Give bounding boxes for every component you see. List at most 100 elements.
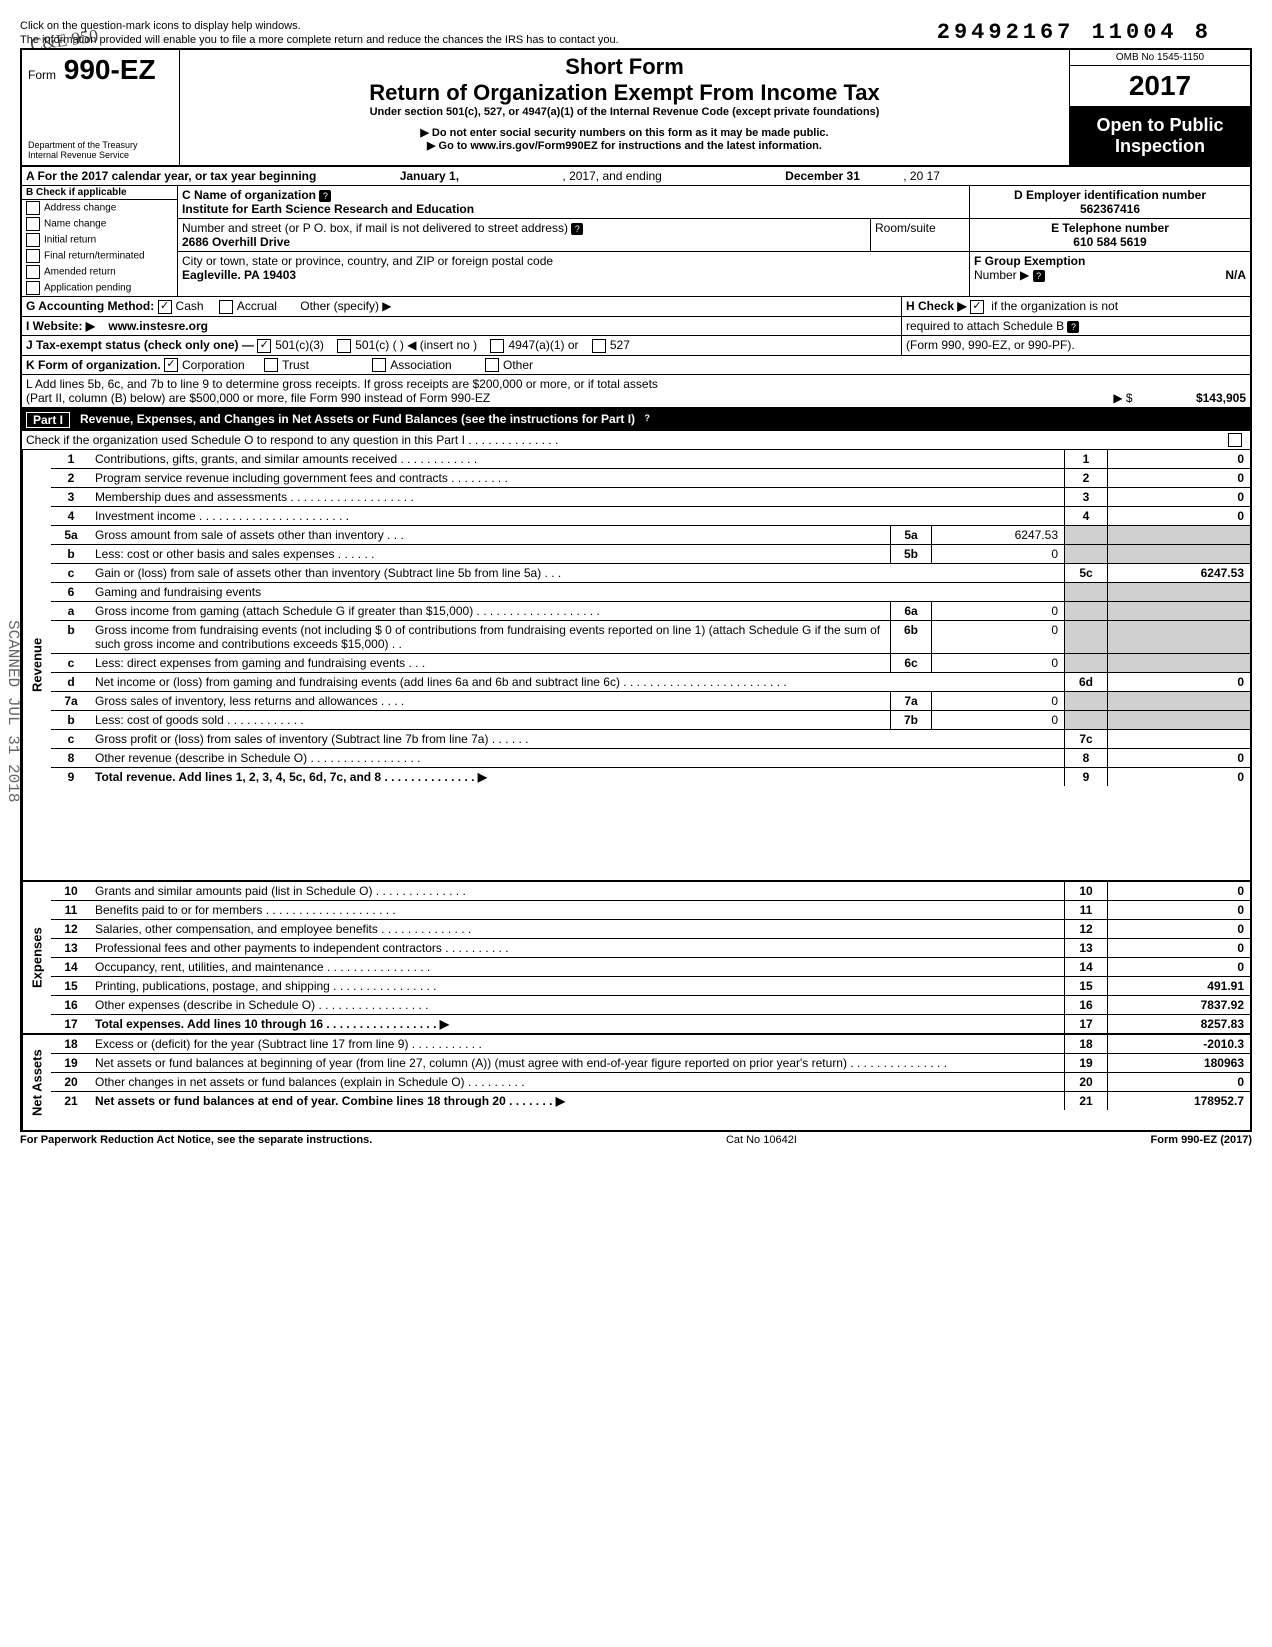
line-number: 11	[51, 901, 91, 919]
line-description: Net income or (loss) from gaming and fun…	[91, 673, 1064, 691]
box-value: 178952.7	[1107, 1092, 1250, 1110]
box-number: 14	[1064, 958, 1107, 976]
box-value: -2010.3	[1107, 1035, 1250, 1053]
sub-box-value: 0	[931, 654, 1064, 672]
check-accrual[interactable]	[219, 300, 233, 314]
box-number-shaded	[1064, 654, 1107, 672]
line-description: Total expenses. Add lines 10 through 16 …	[91, 1015, 1064, 1033]
help-icon[interactable]: ?	[319, 190, 331, 202]
gross-receipts-value: $143,905	[1196, 391, 1246, 405]
line-description: Gross amount from sale of assets other t…	[91, 526, 890, 544]
box-number-shaded	[1064, 583, 1107, 601]
box-number-shaded	[1064, 711, 1107, 729]
line-10: 10Grants and similar amounts paid (list …	[51, 882, 1250, 901]
check-trust[interactable]	[264, 358, 278, 372]
check-501c3[interactable]: ✓	[257, 339, 271, 353]
line-18: 18Excess or (deficit) for the year (Subt…	[51, 1035, 1250, 1054]
box-value: 0	[1107, 450, 1250, 468]
box-value: 6247.53	[1107, 564, 1250, 582]
help-icon[interactable]: ?	[571, 223, 583, 235]
line-number: c	[51, 564, 91, 582]
line-number: 20	[51, 1073, 91, 1091]
row-c-label: C Name of organization	[182, 188, 316, 202]
line-number: 6	[51, 583, 91, 601]
tax-year: 2017	[1070, 66, 1250, 107]
box-number-shaded	[1064, 602, 1107, 620]
check-final-return[interactable]	[26, 249, 40, 263]
opt-501c3: 501(c)(3)	[275, 338, 324, 352]
line-number: 4	[51, 507, 91, 525]
box-value	[1107, 730, 1250, 748]
check-schedule-o-part1[interactable]	[1228, 433, 1242, 447]
row-h-text1: if the organization is not	[991, 299, 1118, 313]
sub-box-value: 0	[931, 545, 1064, 563]
line-description: Less: cost of goods sold . . . . . . . .…	[91, 711, 890, 729]
line-c: cGross profit or (loss) from sales of in…	[51, 730, 1250, 749]
box-number: 17	[1064, 1015, 1107, 1033]
box-number: 4	[1064, 507, 1107, 525]
dept-line-2: Internal Revenue Service	[28, 151, 173, 161]
line-12: 12Salaries, other compensation, and empl…	[51, 920, 1250, 939]
dln-number: 29492167 11004 8	[937, 20, 1212, 45]
check-cash[interactable]: ✓	[158, 300, 172, 314]
check-schedule-b[interactable]: ✓	[970, 300, 984, 314]
check-application-pending[interactable]	[26, 281, 40, 295]
group-exemption-value: N/A	[1225, 268, 1246, 282]
line-number: 13	[51, 939, 91, 957]
row-a-mid: , 2017, and ending	[562, 169, 661, 183]
row-l: L Add lines 5b, 6c, and 7b to line 9 to …	[20, 375, 1252, 409]
line-description: Gross income from fundraising events (no…	[91, 621, 890, 653]
box-number: 2	[1064, 469, 1107, 487]
line-number: 12	[51, 920, 91, 938]
box-value-shaded	[1107, 526, 1250, 544]
check-association[interactable]	[372, 358, 386, 372]
row-a-begin: January 1,	[400, 169, 459, 183]
line-4: 4Investment income . . . . . . . . . . .…	[51, 507, 1250, 526]
line-description: Occupancy, rent, utilities, and maintena…	[91, 958, 1064, 976]
box-number: 8	[1064, 749, 1107, 767]
check-4947a1[interactable]	[490, 339, 504, 353]
open-public-1: Open to Public	[1074, 115, 1246, 136]
box-number: 11	[1064, 901, 1107, 919]
sub-box-value: 0	[931, 692, 1064, 710]
check-amended-return[interactable]	[26, 265, 40, 279]
opt-501c-other: 501(c) ( ) ◀ (insert no )	[355, 338, 477, 352]
line-description: Gross income from gaming (attach Schedul…	[91, 602, 890, 620]
help-icon[interactable]: ?	[1033, 270, 1045, 282]
line-description: Less: cost or other basis and sales expe…	[91, 545, 890, 563]
check-corporation[interactable]: ✓	[164, 358, 178, 372]
box-value: 491.91	[1107, 977, 1250, 995]
opt-initial-return: Initial return	[44, 235, 96, 246]
check-initial-return[interactable]	[26, 233, 40, 247]
line-number: c	[51, 654, 91, 672]
sub-box-number: 5b	[890, 545, 931, 563]
box-value: 0	[1107, 958, 1250, 976]
page-footer: For Paperwork Reduction Act Notice, see …	[20, 1132, 1252, 1146]
box-value: 0	[1107, 768, 1250, 786]
check-501c-other[interactable]	[337, 339, 351, 353]
opt-name-change: Name change	[44, 219, 106, 230]
opt-amended-return: Amended return	[44, 267, 116, 278]
line-number: 1	[51, 450, 91, 468]
line-b: bLess: cost or other basis and sales exp…	[51, 545, 1250, 564]
row-b-label: B Check if applicable	[22, 186, 177, 200]
row-d-label: D Employer identification number	[974, 188, 1246, 202]
check-address-change[interactable]	[26, 201, 40, 215]
row-f-label: F Group Exemption	[974, 254, 1085, 268]
line-5a: 5aGross amount from sale of assets other…	[51, 526, 1250, 545]
check-527[interactable]	[592, 339, 606, 353]
box-number: 19	[1064, 1054, 1107, 1072]
line-description: Contributions, gifts, grants, and simila…	[91, 450, 1064, 468]
sub-box-number: 5a	[890, 526, 931, 544]
line-3: 3Membership dues and assessments . . . .…	[51, 488, 1250, 507]
sub-box-value: 0	[931, 621, 1064, 653]
help-icon[interactable]: ?	[1067, 321, 1079, 333]
row-f-num-label: Number ▶	[974, 268, 1029, 282]
line-description: Program service revenue including govern…	[91, 469, 1064, 487]
subtitle-2: ▶ Do not enter social security numbers o…	[190, 126, 1059, 139]
check-other-org[interactable]	[485, 358, 499, 372]
help-icon[interactable]: ?	[641, 412, 653, 424]
line-number: d	[51, 673, 91, 691]
line-19: 19Net assets or fund balances at beginni…	[51, 1054, 1250, 1073]
check-name-change[interactable]	[26, 217, 40, 231]
